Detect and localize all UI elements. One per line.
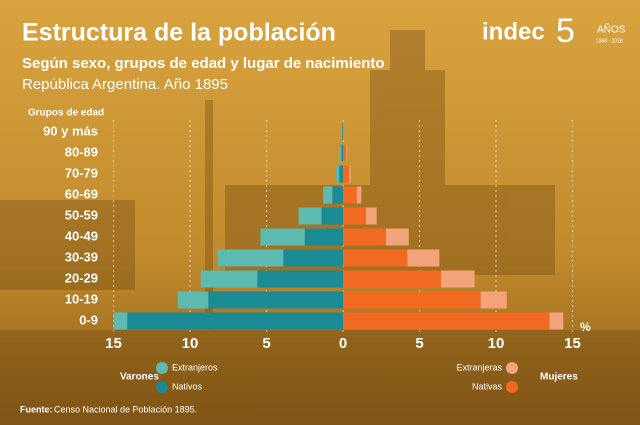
bar (365, 207, 377, 225)
subtitle: Según sexo, grupos de edad y lugar de na… (22, 55, 385, 72)
side-label-right: Mujeres (540, 372, 578, 383)
y-tick-label: 10-19 (65, 291, 98, 306)
bar (298, 207, 322, 225)
bar (385, 228, 409, 246)
logo-years: 1968 · 2018 (596, 38, 623, 44)
y-tick-label: 60-69 (65, 186, 98, 201)
legend-swatch (156, 362, 168, 374)
bar (321, 207, 343, 225)
x-unit: % (580, 320, 591, 334)
bar (349, 165, 351, 183)
bar (336, 165, 340, 183)
bar (177, 291, 209, 309)
subtitle2: República Argentina. Año 1895 (22, 76, 228, 93)
legend-swatch (156, 381, 168, 393)
legend-label: Nativas (472, 381, 503, 391)
x-tick-label: 5 (415, 335, 423, 352)
bar (339, 144, 342, 162)
y-tick-label: 30-39 (65, 249, 98, 264)
bar (480, 291, 507, 309)
bar (343, 291, 481, 309)
legend-label: Nativos (172, 381, 203, 391)
bar (342, 123, 343, 141)
source-text: Censo Nacional de Población 1895. (54, 404, 197, 414)
bar (113, 312, 128, 330)
x-tick-label: 0 (339, 335, 347, 352)
bar (343, 123, 344, 141)
legend-swatch (506, 381, 518, 393)
bar (343, 207, 366, 225)
y-tick-label: 50-59 (65, 207, 98, 222)
legend-label: Extranjeros (172, 362, 218, 372)
bar (217, 249, 284, 267)
bar (283, 249, 343, 267)
y-tick-label: 20-29 (65, 270, 98, 285)
side-label-left: Varones (120, 372, 159, 383)
bar (356, 186, 362, 204)
logo-caption: AÑOS (597, 23, 626, 36)
bar (332, 186, 343, 204)
y-tick-label: 0-9 (79, 312, 98, 327)
x-tick-label: 10 (488, 335, 505, 352)
bar (339, 165, 343, 183)
y-tick-label: 40-49 (65, 228, 98, 243)
legend-label: Extranjeras (456, 362, 502, 372)
y-tick-label: 70-79 (65, 165, 98, 180)
plot: 0 5 5 10 10 15 15 0-9 10-19 20-29 30-39 40-49 50-59 6… (43, 120, 581, 393)
bar (343, 249, 408, 267)
logo-text: indec (482, 18, 545, 45)
bar (257, 270, 343, 288)
bar (323, 186, 333, 204)
y-axis-label: Grupos de edad (28, 108, 104, 119)
bar (341, 123, 343, 141)
bar (549, 312, 564, 330)
y-tick-label: 80-89 (65, 144, 98, 159)
bar (343, 270, 441, 288)
x-tick-label: 5 (262, 335, 270, 352)
bar (440, 270, 475, 288)
bar (343, 144, 347, 162)
x-tick-label: 15 (564, 335, 581, 352)
title: Estructura de la población (22, 19, 336, 47)
logo-number: 5 (556, 12, 575, 50)
bar (304, 228, 343, 246)
bar (200, 270, 258, 288)
bar (343, 165, 350, 183)
bar (343, 186, 357, 204)
bar (208, 291, 343, 309)
bar (343, 312, 550, 330)
x-tick-label: 10 (182, 335, 199, 352)
bar (127, 312, 344, 330)
bar (346, 144, 347, 162)
source-label: Fuente: (20, 404, 53, 414)
bar (407, 249, 440, 267)
bar (260, 228, 305, 246)
y-tick-label: 90 y más (43, 123, 98, 138)
bar (341, 144, 343, 162)
bar (343, 228, 386, 246)
background-photo (0, 30, 640, 425)
x-tick-label: 15 (105, 335, 122, 352)
legend-swatch (506, 362, 518, 374)
